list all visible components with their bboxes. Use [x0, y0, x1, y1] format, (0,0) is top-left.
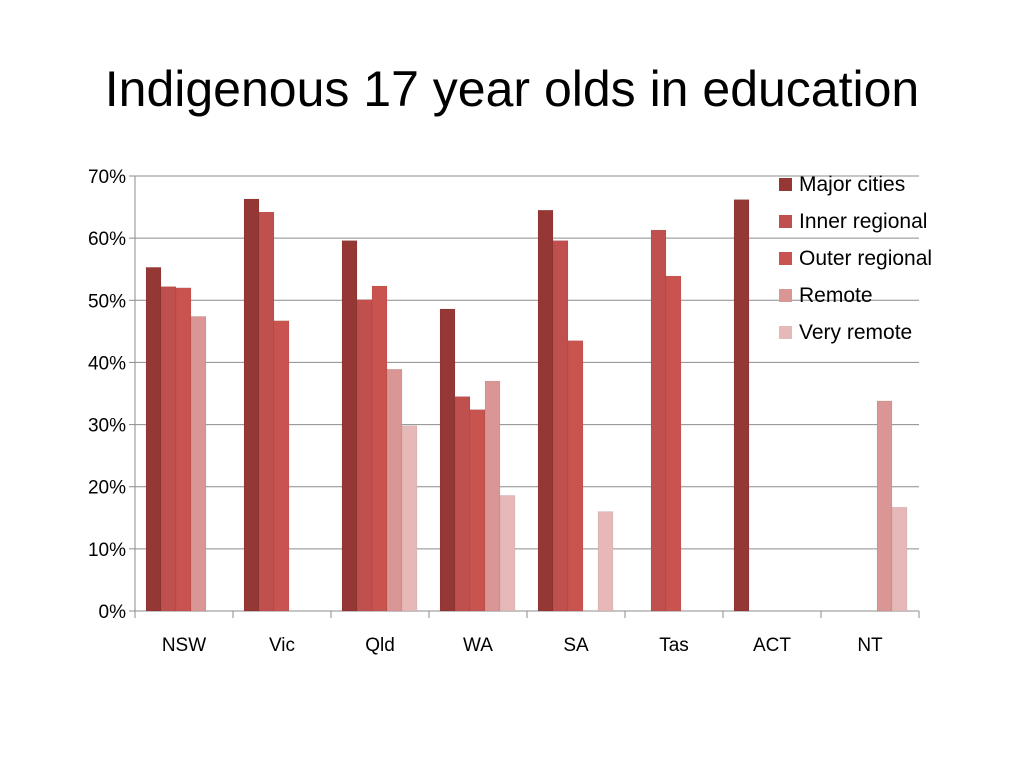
bar: [733, 199, 750, 612]
x-tick-label: NSW: [162, 635, 206, 656]
x-tick-label: Vic: [269, 635, 295, 656]
legend-swatch: [779, 289, 792, 302]
legend-swatch: [779, 178, 792, 191]
y-tick-label: 30%: [88, 416, 126, 437]
legend-swatch: [779, 326, 792, 339]
bar: [371, 285, 388, 612]
bar: [552, 240, 569, 612]
x-tick-label: ACT: [753, 635, 791, 656]
legend-label: Remote: [799, 284, 873, 307]
y-tick-label: 0%: [99, 602, 127, 623]
bar: [401, 425, 418, 612]
bar: [650, 229, 667, 612]
bar: [386, 369, 403, 612]
bar: [258, 211, 275, 612]
legend-label: Very remote: [799, 321, 912, 344]
y-tick-label: 40%: [88, 353, 126, 374]
y-tick-label: 50%: [88, 291, 126, 312]
y-tick-label: 20%: [88, 478, 126, 499]
bar: [160, 286, 177, 612]
bar: [273, 320, 290, 612]
bar: [356, 299, 373, 612]
bar: [597, 511, 614, 612]
y-tick-label: 60%: [88, 229, 126, 250]
x-tick-label: NT: [857, 635, 883, 656]
bar: [876, 400, 893, 612]
y-tick-label: 70%: [88, 167, 126, 188]
bar: [484, 380, 501, 612]
x-tick-label: WA: [463, 635, 493, 656]
y-tick-label: 10%: [88, 540, 126, 561]
bar: [175, 287, 192, 612]
bar: [499, 495, 516, 612]
bar: [567, 340, 584, 612]
bar: [145, 267, 162, 612]
x-tick-label: Tas: [659, 635, 689, 656]
bar: [341, 240, 358, 612]
legend-swatch: [779, 252, 792, 265]
legend-swatch: [779, 215, 792, 228]
x-tick-label: SA: [563, 635, 589, 656]
bar: [537, 209, 554, 612]
bar: [190, 316, 207, 612]
bar: [454, 396, 471, 612]
bar: [891, 506, 908, 612]
chart-title: Indigenous 17 year olds in education: [104, 61, 920, 117]
bar: [439, 308, 456, 612]
legend-label: Inner regional: [799, 210, 927, 233]
x-tick-label: Qld: [365, 635, 395, 656]
legend-label: Outer regional: [799, 247, 932, 270]
bar: [469, 409, 486, 612]
bar: [665, 275, 682, 612]
bar: [243, 198, 260, 612]
legend-label: Major cities: [799, 173, 905, 196]
